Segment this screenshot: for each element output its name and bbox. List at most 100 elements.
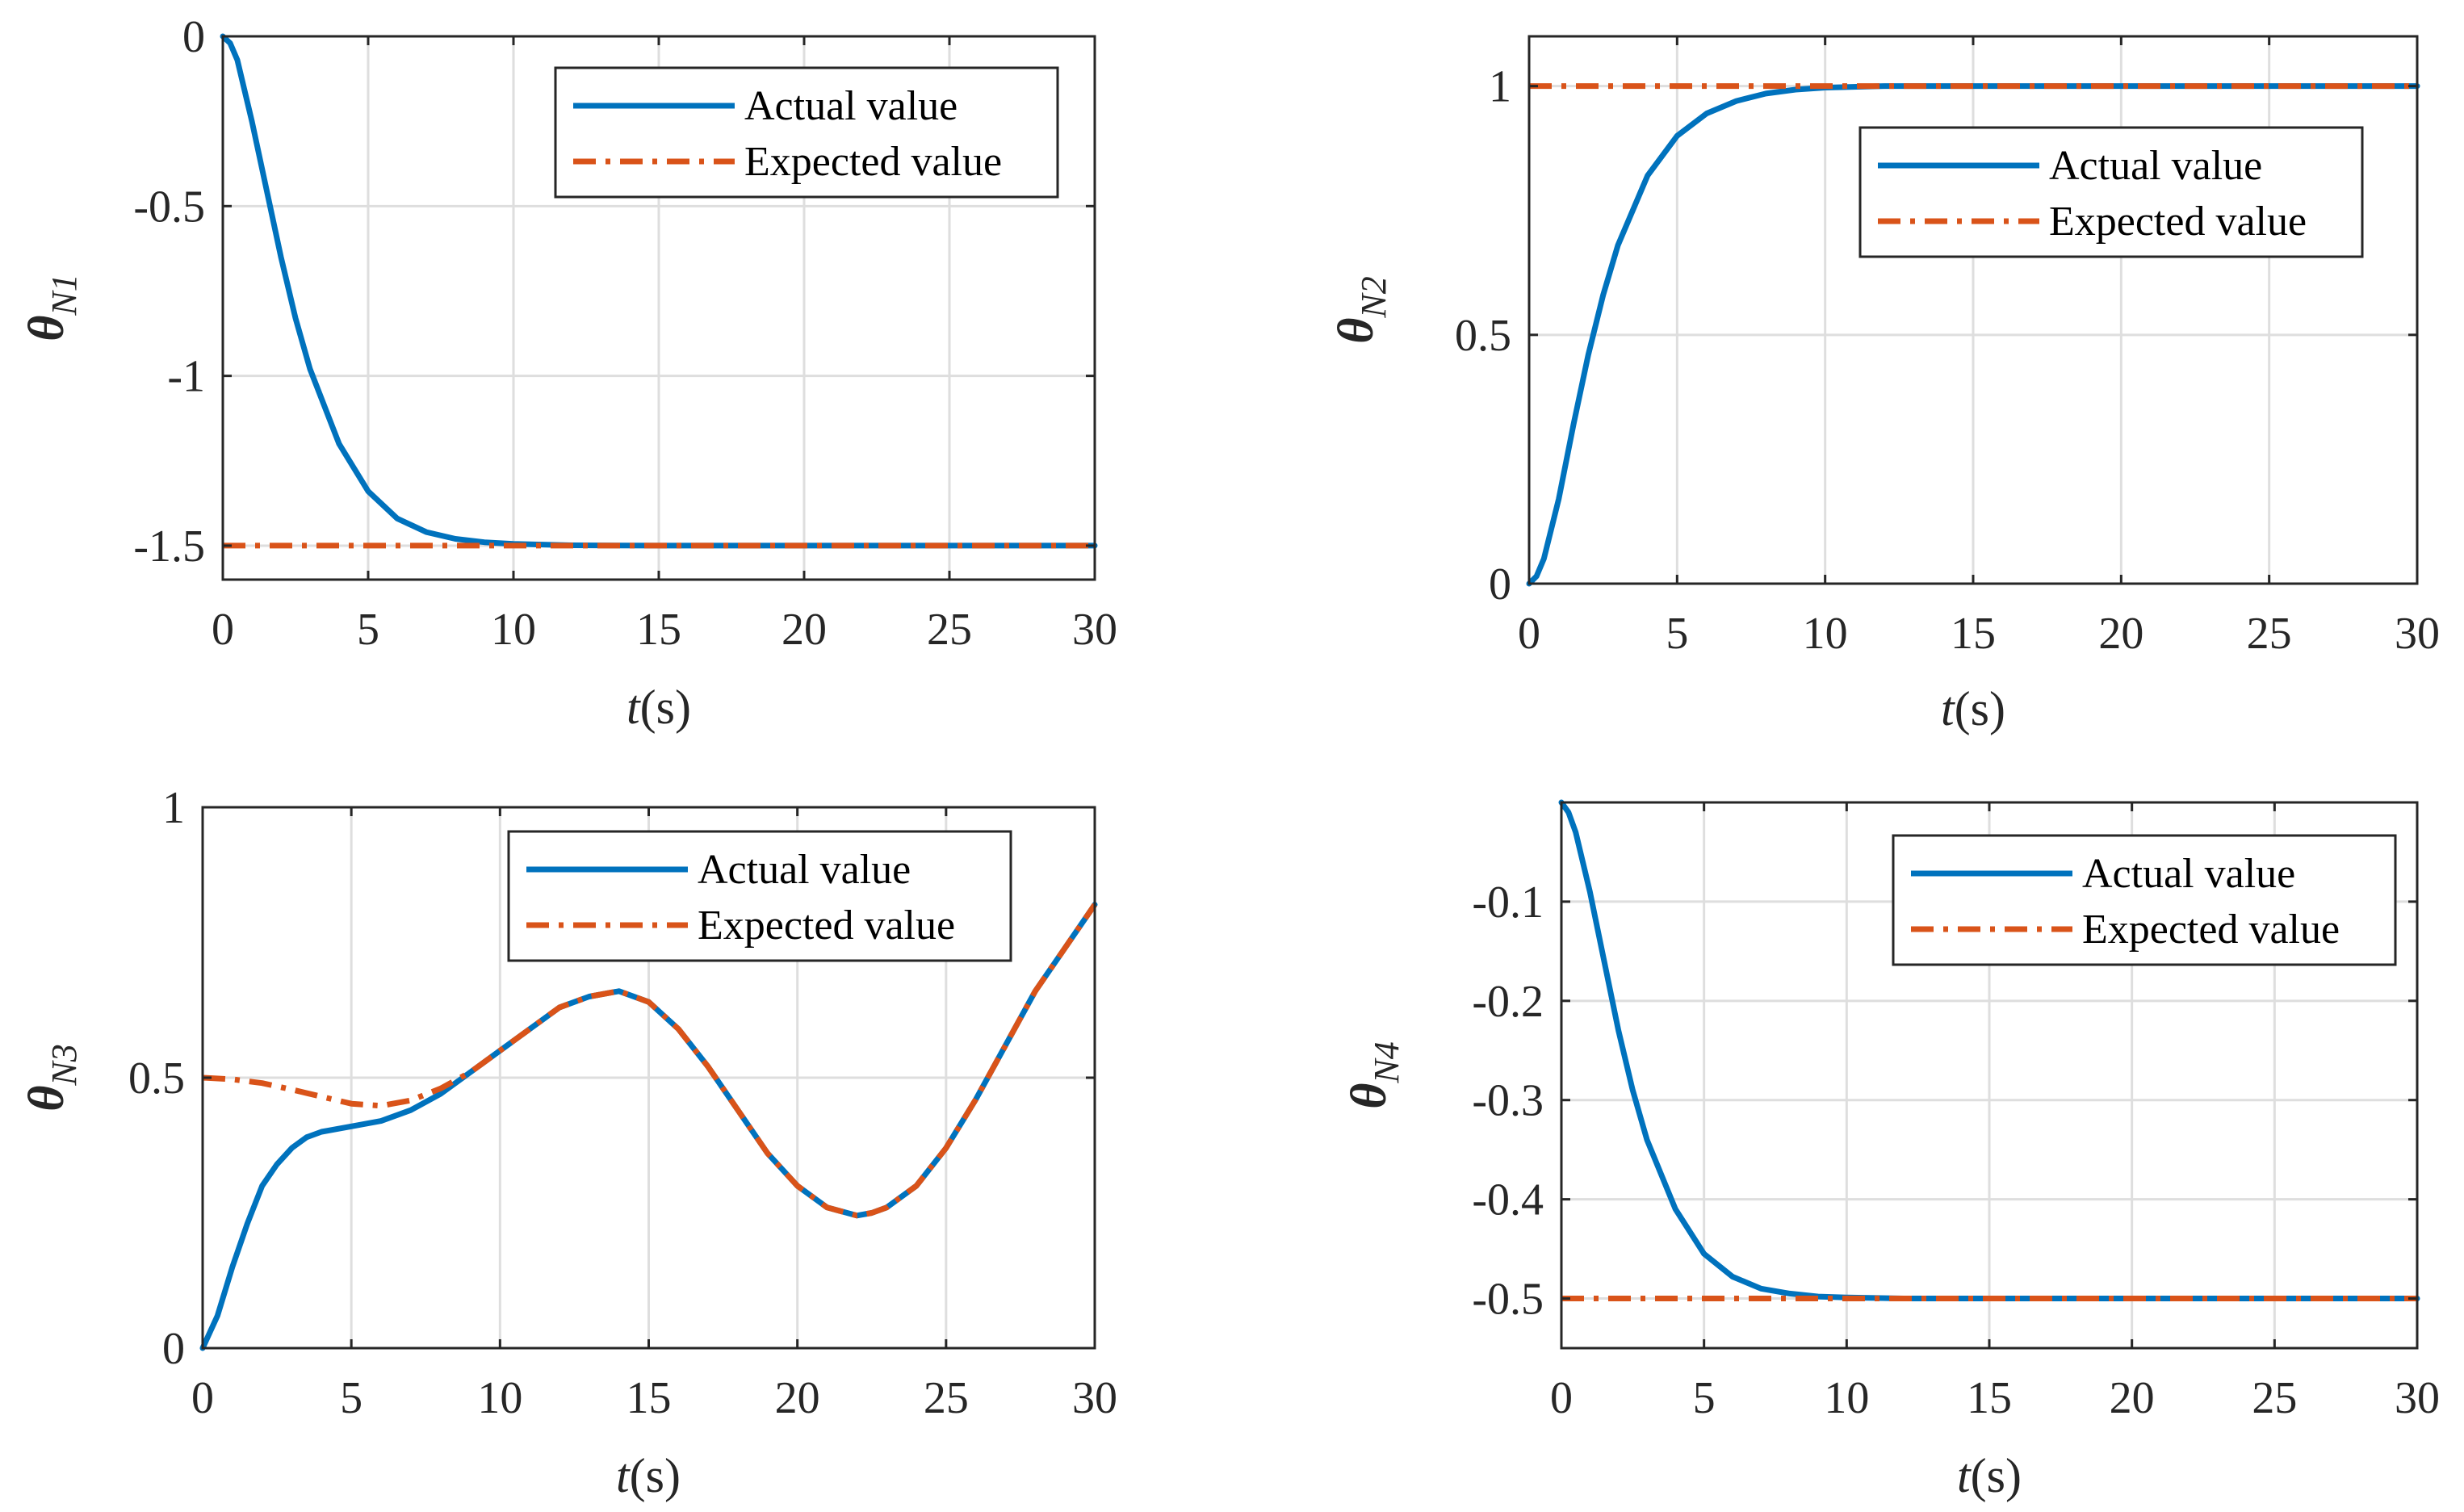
- legend-actual-label: Actual value: [698, 847, 911, 893]
- panel-theta-n2: 0 5 10 15 20 25 30 00.51 t(s) θN2 Actual value…: [1329, 35, 2440, 735]
- panel-theta-n3: 0 5 10 15 20 25 30 00.51 t(s) θN3 Actual value…: [19, 783, 1117, 1502]
- legend: Actual value Expected value: [507, 830, 1012, 962]
- x-tick-label: 0: [1550, 1373, 1573, 1423]
- x-tick-label: 30: [1072, 1373, 1117, 1423]
- y-axis-label: θN4: [1342, 1041, 1406, 1109]
- x-tick-label: 0: [212, 605, 234, 655]
- panel-theta-n4: 0 5 10 15 20 25 30 -0.1 -0.2 -0.3 -0.4 -0.5 t(s) θ…: [1342, 799, 2440, 1502]
- x-tick-label: 10: [477, 1373, 522, 1423]
- y-tick-label: 1: [1489, 62, 1511, 112]
- legend-actual-label: Actual value: [2082, 851, 2295, 897]
- legend-expected-label: Expected value: [2082, 907, 2340, 953]
- x-tick-label: 10: [1803, 609, 1848, 659]
- legend-box: [554, 66, 1059, 199]
- actual-value-line: [1558, 799, 2420, 1301]
- x-axis-unit: (s): [1971, 1449, 2022, 1502]
- y-tick-label: -0.3: [1472, 1076, 1544, 1126]
- y-tick-label: 0: [182, 12, 205, 62]
- x-tick-label: 0: [1518, 609, 1540, 659]
- legend-expected-label: Expected value: [744, 139, 1002, 185]
- x-tick-label: 20: [775, 1373, 820, 1423]
- x-tick-label: 30: [2395, 609, 2440, 659]
- tick-marks: [1560, 802, 2419, 1348]
- legend: Actual value Expected value: [1892, 834, 2397, 966]
- x-axis-unit: (s): [1955, 682, 2005, 735]
- legend-expected-label: Expected value: [2049, 199, 2307, 245]
- y-tick-labels: 00.51: [128, 783, 185, 1374]
- x-tick-labels: 0 5 10 15 20 25 30: [212, 605, 1117, 655]
- x-tick-label: 15: [1951, 609, 1996, 659]
- y-tick-label: 0.5: [128, 1053, 185, 1104]
- y-axis-subscript: N4: [1367, 1041, 1406, 1083]
- y-tick-label: 1: [162, 783, 185, 833]
- panel-theta-n1: 0 5 10 15 20 25 30 0 -0.5 -1 -1.5 t(s) θN1 Actual…: [19, 12, 1117, 734]
- x-tick-label: 5: [1666, 609, 1688, 659]
- x-tick-labels: 0 5 10 15 20 25 30: [191, 1373, 1117, 1423]
- y-axis-label: θN1: [19, 274, 84, 341]
- y-axis-subscript: N2: [1354, 276, 1393, 318]
- x-axis-label: t(s): [616, 1449, 681, 1502]
- y-axis-symbol: θ: [1329, 318, 1384, 344]
- legend-box: [1858, 126, 2364, 258]
- y-tick-labels: 00.51: [1455, 62, 1511, 609]
- x-tick-label: 0: [191, 1373, 214, 1423]
- y-tick-label: 0: [162, 1324, 185, 1374]
- x-axis-unit: (s): [630, 1449, 681, 1502]
- x-tick-label: 10: [491, 605, 536, 655]
- y-axis-label: θN3: [19, 1044, 84, 1112]
- x-tick-label: 15: [626, 1373, 672, 1423]
- y-tick-label: -1.5: [133, 521, 205, 572]
- x-tick-label: 15: [636, 605, 681, 655]
- x-tick-label: 5: [1693, 1373, 1716, 1423]
- y-tick-label: -0.5: [133, 182, 205, 232]
- x-tick-label: 15: [1967, 1373, 2012, 1423]
- expected-value-line: [202, 903, 1097, 1219]
- series-lines: [1526, 83, 2420, 587]
- x-tick-label: 30: [1072, 605, 1117, 655]
- x-tick-label: 25: [924, 1373, 969, 1423]
- x-tick-label: 20: [782, 605, 827, 655]
- x-axis-label: t(s): [626, 681, 691, 734]
- y-tick-label: -0.4: [1472, 1175, 1544, 1225]
- x-axis-unit: (s): [640, 681, 691, 734]
- x-axis-variable: t: [616, 1449, 631, 1502]
- tick-marks: [1527, 36, 2419, 585]
- x-tick-labels: 0 5 10 15 20 25 30: [1550, 1373, 2440, 1423]
- x-axis-variable: t: [1941, 682, 1955, 735]
- series-lines: [199, 902, 1098, 1351]
- y-tick-label: -0.5: [1472, 1275, 1544, 1325]
- legend: Actual value Expected value: [1858, 126, 2364, 258]
- y-axis-subscript: N1: [44, 274, 84, 316]
- y-tick-labels: 0 -0.5 -1 -1.5: [133, 12, 205, 572]
- x-tick-label: 25: [927, 605, 972, 655]
- x-axis-variable: t: [626, 681, 641, 734]
- legend: Actual value Expected value: [554, 66, 1059, 199]
- y-tick-label: -0.1: [1472, 877, 1544, 928]
- x-tick-label: 20: [2098, 609, 2143, 659]
- y-tick-label: -0.2: [1472, 977, 1544, 1027]
- legend-actual-label: Actual value: [2049, 143, 2262, 189]
- x-tick-label: 25: [2252, 1373, 2297, 1423]
- y-tick-label: 0: [1489, 559, 1511, 609]
- tick-marks: [221, 35, 1096, 580]
- x-tick-labels: 0 5 10 15 20 25 30: [1518, 609, 2440, 659]
- series-lines: [220, 33, 1098, 549]
- y-tick-label: -1: [167, 352, 205, 402]
- legend-actual-label: Actual value: [744, 83, 958, 129]
- y-axis-symbol: θ: [1342, 1083, 1397, 1109]
- y-axis-symbol: θ: [19, 316, 74, 341]
- legend-expected-label: Expected value: [698, 903, 955, 949]
- x-tick-label: 20: [2110, 1373, 2155, 1423]
- x-axis-variable: t: [1957, 1449, 1972, 1502]
- y-axis-label: θN2: [1329, 276, 1393, 344]
- y-axis-subscript: N3: [44, 1044, 84, 1086]
- x-axis-label: t(s): [1957, 1449, 2022, 1502]
- x-tick-label: 25: [2247, 609, 2292, 659]
- y-axis-symbol: θ: [19, 1086, 74, 1112]
- y-tick-label: 0.5: [1455, 311, 1511, 361]
- x-axis-label: t(s): [1941, 682, 2005, 735]
- series-lines: [1558, 799, 2420, 1301]
- legend-box: [507, 830, 1012, 962]
- legend-box: [1892, 834, 2397, 966]
